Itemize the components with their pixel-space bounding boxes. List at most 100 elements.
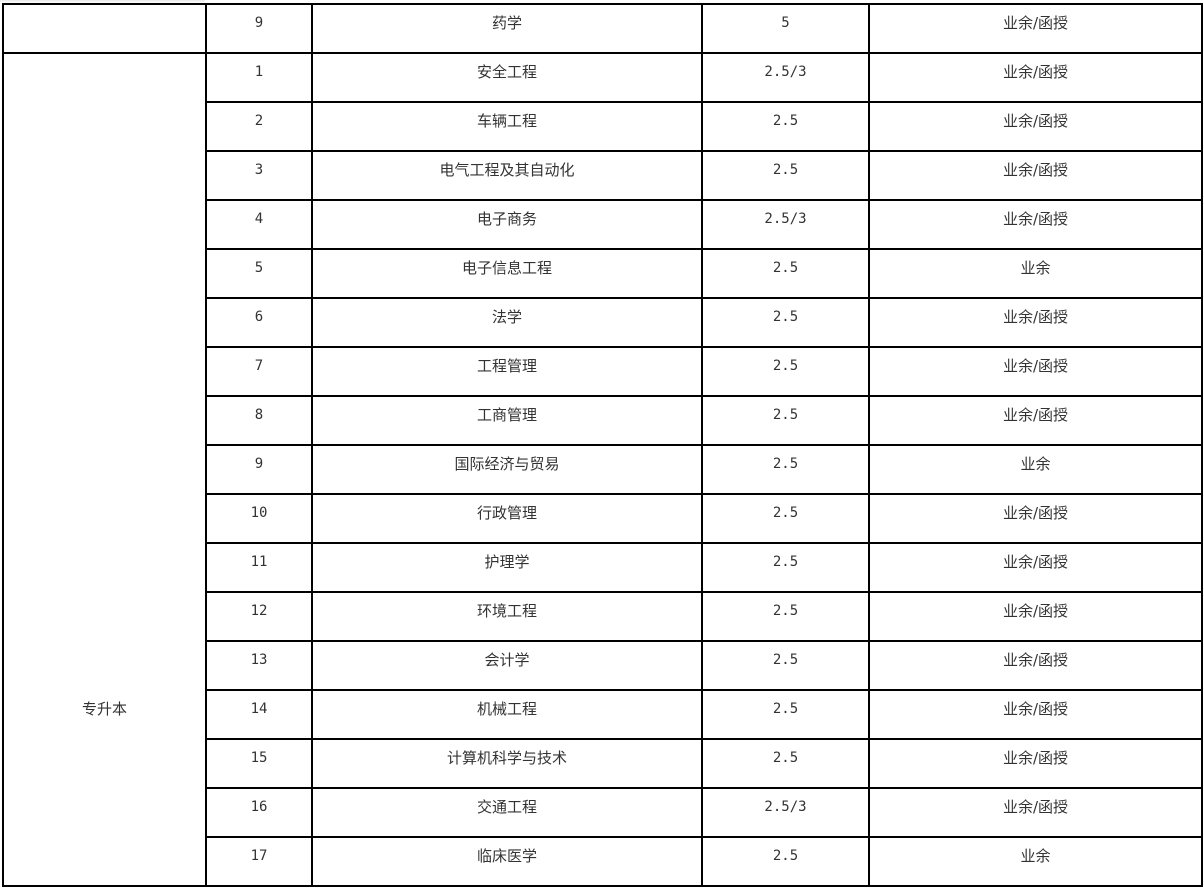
- number-cell-text: 10: [250, 505, 268, 521]
- years-cell: 2.5: [701, 297, 870, 348]
- mode-cell-text: 业余/函授: [1002, 504, 1069, 522]
- years-cell: 2.5: [701, 689, 870, 740]
- mode-cell: 业余/函授: [868, 297, 1203, 348]
- table-row: 9 国际经济与贸易 2.5 业余: [3, 444, 1203, 495]
- number-cell-text: 15: [250, 750, 268, 766]
- mode-cell: 业余/函授: [868, 52, 1203, 103]
- table-row: 8 工商管理 2.5 业余/函授: [3, 395, 1203, 446]
- number-cell: 17: [205, 836, 313, 887]
- category-cell: [2, 3, 207, 54]
- years-cell-text: 2.5: [772, 603, 799, 619]
- number-cell: 13: [205, 640, 313, 691]
- table-row: 9 药学 5 业余/函授: [2, 3, 1203, 54]
- major-cell-text: 机械工程: [476, 700, 537, 718]
- mode-cell: 业余/函授: [868, 395, 1203, 446]
- table-row: 15 计算机科学与技术 2.5 业余/函授: [3, 738, 1203, 789]
- mode-cell-text: 业余/函授: [1002, 749, 1069, 767]
- number-cell: 8: [205, 395, 313, 446]
- major-cell-text: 工商管理: [476, 406, 537, 424]
- mode-cell: 业余/函授: [868, 346, 1203, 397]
- major-cell: 计算机科学与技术: [311, 738, 703, 789]
- mode-cell: 业余/函授: [868, 199, 1203, 250]
- years-cell-text: 2.5: [772, 407, 799, 423]
- major-cell-text: 计算机科学与技术: [446, 749, 567, 767]
- years-cell: 2.5: [701, 591, 870, 642]
- number-cell-text: 14: [250, 701, 268, 717]
- mode-cell: 业余/函授: [868, 493, 1203, 544]
- years-cell: 5: [701, 3, 870, 54]
- mode-cell-text: 业余/函授: [1002, 406, 1069, 424]
- table-row: 11 护理学 2.5 业余/函授: [3, 542, 1203, 593]
- number-cell-text: 5: [254, 260, 264, 276]
- years-cell: 2.5: [701, 640, 870, 691]
- table-row: 5 电子信息工程 2.5 业余: [3, 248, 1203, 299]
- years-cell-text: 2.5: [772, 750, 799, 766]
- number-cell: 6: [205, 297, 313, 348]
- years-cell-text: 2.5: [772, 260, 799, 276]
- mode-cell-text: 业余/函授: [1002, 210, 1069, 228]
- major-cell-text: 会计学: [484, 651, 530, 669]
- mode-cell-text: 业余/函授: [1002, 798, 1069, 816]
- years-cell: 2.5: [701, 542, 870, 593]
- years-cell-text: 2.5: [772, 456, 799, 472]
- mode-cell-text: 业余: [1020, 455, 1051, 473]
- mode-cell-text: 业余/函授: [1002, 553, 1069, 571]
- number-cell: 7: [205, 346, 313, 397]
- number-cell: 16: [205, 787, 313, 838]
- years-cell-text: 2.5: [772, 113, 799, 129]
- number-cell-text: 7: [254, 358, 264, 374]
- number-cell: 4: [205, 199, 313, 250]
- mode-cell-text: 业余/函授: [1002, 63, 1069, 81]
- mode-cell-text: 业余/函授: [1002, 112, 1069, 130]
- number-cell-text: 1: [254, 64, 264, 80]
- years-cell-text: 2.5: [772, 701, 799, 717]
- major-cell-text: 交通工程: [476, 798, 537, 816]
- table-row: 10 行政管理 2.5 业余/函授: [3, 493, 1203, 544]
- major-cell: 法学: [311, 297, 703, 348]
- mode-cell-text: 业余/函授: [1002, 651, 1069, 669]
- years-cell: 2.5: [701, 150, 870, 201]
- years-cell: 2.5: [701, 395, 870, 446]
- mode-cell: 业余: [868, 836, 1203, 887]
- major-cell: 国际经济与贸易: [311, 444, 703, 495]
- mode-cell: 业余/函授: [868, 150, 1203, 201]
- years-cell: 2.5/3: [701, 52, 870, 103]
- mode-cell-text: 业余: [1020, 847, 1051, 865]
- years-cell: 2.5: [701, 738, 870, 789]
- mode-cell: 业余: [868, 248, 1203, 299]
- major-cell: 行政管理: [311, 493, 703, 544]
- major-cell: 机械工程: [311, 689, 703, 740]
- major-cell-text: 行政管理: [476, 504, 537, 522]
- number-cell-text: 3: [254, 162, 264, 178]
- mode-cell: 业余/函授: [868, 787, 1203, 838]
- number-cell-text: 17: [250, 848, 268, 864]
- major-cell: 会计学: [311, 640, 703, 691]
- table-row: 7 工程管理 2.5 业余/函授: [3, 346, 1203, 397]
- major-cell: 车辆工程: [311, 101, 703, 152]
- mode-cell: 业余/函授: [868, 591, 1203, 642]
- mode-cell-text: 业余/函授: [1002, 308, 1069, 326]
- major-cell: 环境工程: [311, 591, 703, 642]
- number-cell: 15: [205, 738, 313, 789]
- years-cell-text: 2.5/3: [764, 799, 807, 815]
- number-cell: 1: [205, 52, 313, 103]
- years-cell: 2.5: [701, 836, 870, 887]
- major-cell: 电气工程及其自动化: [311, 150, 703, 201]
- years-cell-text: 2.5: [772, 309, 799, 325]
- table-row: 12 环境工程 2.5 业余/函授: [3, 591, 1203, 642]
- years-cell-text: 2.5: [772, 505, 799, 521]
- years-cell: 2.5/3: [701, 787, 870, 838]
- major-cell: 护理学: [311, 542, 703, 593]
- major-cell-text: 临床医学: [476, 847, 537, 865]
- major-cell-text: 车辆工程: [476, 112, 537, 130]
- mode-cell-text: 业余/函授: [1002, 161, 1069, 179]
- table-row: 13 会计学 2.5 业余/函授: [3, 640, 1203, 691]
- number-cell: 11: [205, 542, 313, 593]
- mode-cell: 业余/函授: [868, 738, 1203, 789]
- mode-cell: 业余/函授: [868, 640, 1203, 691]
- number-cell-text: 16: [250, 799, 268, 815]
- category-cell: 专升本: [2, 52, 207, 887]
- major-cell-text: 电气工程及其自动化: [439, 161, 575, 179]
- mode-cell: 业余/函授: [868, 3, 1203, 54]
- number-cell: 14: [205, 689, 313, 740]
